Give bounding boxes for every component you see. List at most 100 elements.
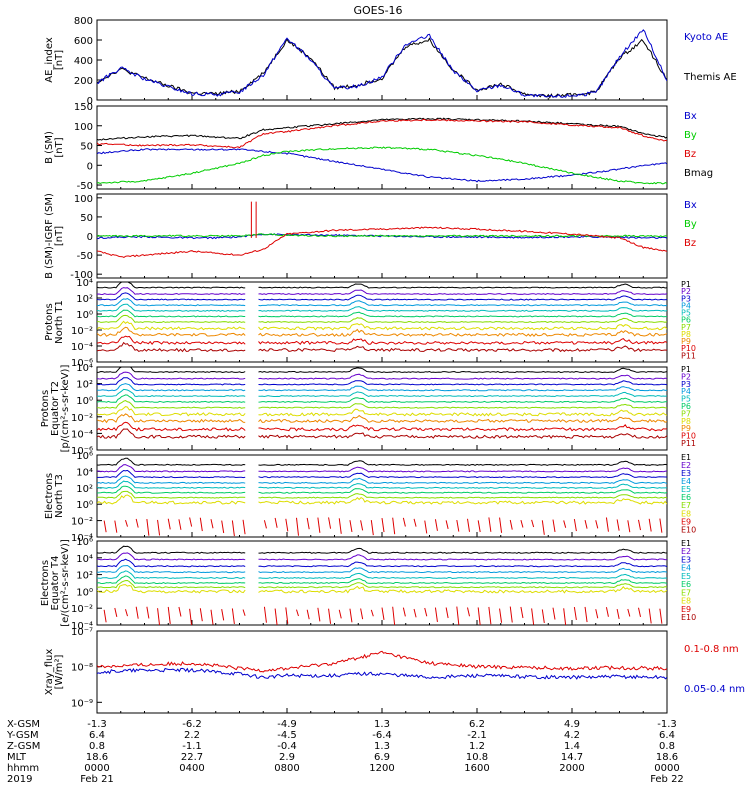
sparse-mark — [573, 606, 577, 620]
sparse-mark — [595, 520, 599, 529]
sparse-mark — [477, 520, 481, 533]
sparse-mark — [317, 607, 321, 622]
legend-entry: By — [684, 130, 697, 141]
sparse-mark — [114, 520, 118, 533]
sparse-mark — [306, 609, 310, 620]
series-line-0-05-0-4-nm — [97, 667, 667, 680]
flux-channel-line — [97, 475, 667, 484]
sparse-mark — [296, 517, 299, 536]
panel-frame — [96, 454, 668, 538]
y-axis-label: [nT] — [54, 50, 65, 70]
panel-frame — [96, 630, 668, 714]
y-tick-label: 800 — [74, 16, 93, 27]
legend-entry: E4 — [681, 564, 691, 573]
legend-entry: P11 — [681, 351, 696, 360]
legend-entry: Themis AE — [683, 72, 737, 83]
sparse-mark — [285, 518, 289, 532]
flux-channel-line — [97, 406, 667, 417]
series-line-bmag — [97, 117, 667, 141]
footer-value: 1.4 — [564, 741, 580, 752]
y-tick-label: 10⁻⁸ — [71, 663, 93, 674]
y-tick-label: 10⁻⁴ — [71, 429, 93, 440]
series-line-by — [97, 233, 667, 238]
sparse-mark — [167, 518, 171, 530]
footer-value: 6.2 — [469, 719, 485, 730]
y-tick-label: 0 — [87, 232, 93, 243]
y-axis-label: [e/(cm²-s-sr-keV)] — [60, 539, 71, 627]
flux-channel-line — [97, 421, 667, 432]
sparse-mark — [210, 609, 214, 625]
legend-entry: P6 — [681, 402, 691, 411]
legend-entry: E2 — [681, 547, 691, 556]
sparse-mark — [563, 608, 567, 625]
sparse-mark — [231, 520, 235, 537]
sparse-mark — [659, 608, 663, 624]
sparse-mark — [573, 519, 577, 532]
sparse-mark — [402, 607, 406, 617]
series-line-bz — [97, 226, 667, 258]
sparse-mark — [531, 608, 535, 625]
sparse-mark — [552, 607, 556, 620]
sparse-mark — [531, 519, 535, 528]
sparse-mark — [563, 520, 567, 528]
sparse-mark — [328, 608, 332, 624]
series-group — [97, 650, 667, 680]
legend-entry: E6 — [681, 493, 691, 502]
legend-entry: E2 — [681, 461, 691, 470]
footer-value: 2.9 — [279, 752, 295, 763]
sparse-mark — [541, 520, 545, 535]
legend-entry: P2 — [681, 287, 691, 296]
panel-frame — [96, 105, 668, 190]
sparse-mark — [413, 608, 417, 618]
flux-channel-line — [97, 464, 667, 473]
flux-channel-line — [97, 388, 667, 398]
legend-entry: E9 — [681, 605, 691, 614]
flux-channel-line — [97, 558, 667, 568]
y-tick-label: -50 — [77, 181, 93, 192]
sparse-mark — [221, 520, 225, 534]
sparse-mark — [306, 517, 310, 530]
y-tick-label: 10⁻⁶ — [71, 358, 93, 369]
legend-entry: E1 — [681, 453, 691, 462]
legend-entry: P10 — [681, 432, 696, 441]
flux-channel-line — [97, 480, 667, 489]
y-tick-label: 0 — [87, 96, 93, 107]
flux-channel-line — [97, 575, 667, 585]
y-tick-label: 10⁴ — [76, 363, 93, 374]
y-tick-label: 10⁻² — [71, 326, 93, 337]
footer-row-label: X-GSM — [7, 719, 40, 730]
y-tick-label: 10² — [76, 484, 93, 495]
y-tick-label: 10⁻⁷ — [71, 627, 93, 638]
sparse-mark — [434, 607, 438, 623]
y-tick-label: 10⁻² — [71, 604, 93, 615]
legend-entry: E6 — [681, 580, 691, 589]
y-tick-label: 100 — [74, 122, 93, 133]
legend-entry: P4 — [681, 387, 691, 396]
sparse-mark — [231, 608, 235, 625]
footer-ephemeris: X-GSMY-GSMZ-GSMMLThhmm2019-1.36.40.818.6… — [6, 719, 684, 785]
y-tick-label: 10⁻² — [71, 517, 93, 528]
y-axis-label: Equator T2 — [50, 381, 61, 436]
sparse-mark — [477, 607, 481, 625]
sparse-mark — [210, 519, 214, 529]
panel-frame — [96, 19, 668, 101]
panel-bsm: 150 100 50 0 -50 B (SM) [nT] Bx By Bz Bmag — [44, 102, 713, 192]
footer-row-label: hhmm — [7, 763, 39, 774]
y-axis-label: B (SM) — [44, 131, 55, 164]
footer-value: 6.4 — [89, 730, 105, 741]
sparse-mark — [349, 520, 353, 533]
flux-channel-line — [97, 326, 667, 337]
sparse-mark — [146, 606, 150, 619]
series-line-bz — [97, 118, 667, 149]
sparse-mark — [605, 607, 609, 617]
sparse-mark — [263, 606, 267, 623]
sparse-mark — [360, 608, 364, 620]
sparse-mark — [360, 520, 364, 531]
panel-bdiff: 100 50 0 -50 -100 B (SM)-IGRF (SM) [nT] Bx By Bz — [44, 193, 697, 281]
panel-p_north: 10⁴ 10² 10⁰ 10⁻² 10⁻⁴ 10⁻⁶ Protons North T1 P1P2… — [44, 278, 696, 369]
legend-entry: E9 — [681, 517, 691, 526]
legend-entry: P2 — [681, 372, 691, 381]
